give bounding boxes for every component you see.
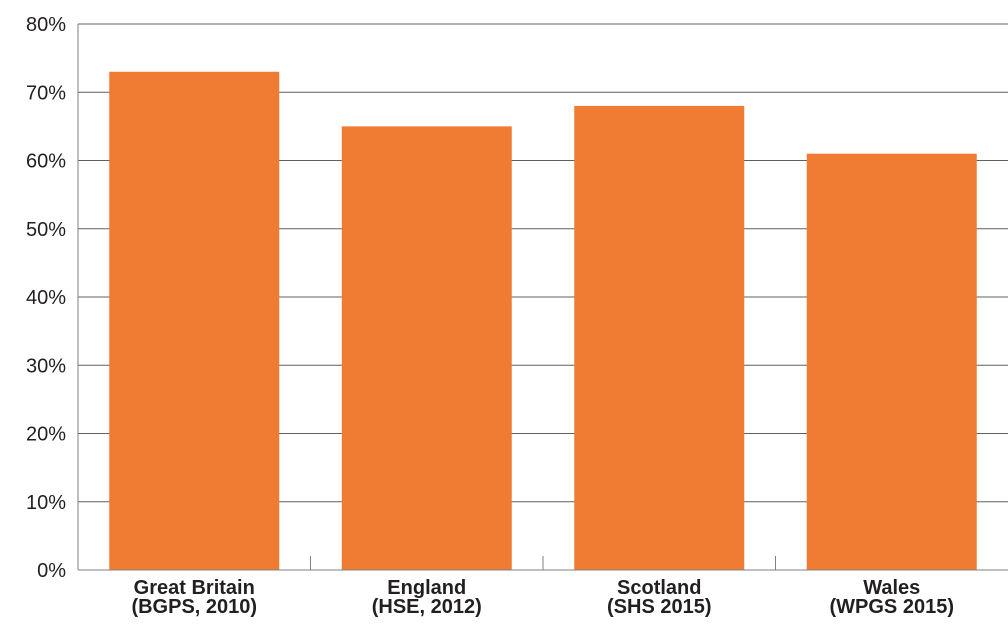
y-tick-label: 80% [26, 14, 66, 36]
x-tick-label: Scotland [617, 577, 701, 599]
x-tick-label: (BGPS, 2010) [131, 596, 257, 618]
x-tick-label: (HSE, 2012) [372, 596, 482, 618]
x-axis-tick-labels: Great Britain(BGPS, 2010) England(HSE, 20… [131, 577, 954, 618]
axes [77, 24, 1008, 571]
y-tick-label: 0% [37, 560, 66, 582]
y-tick-label: 30% [26, 355, 66, 377]
x-tick-label: Wales [863, 577, 920, 599]
x-tick-label: (SHS 2015) [607, 596, 712, 618]
y-axis-tick-labels: 0% 10% 20% 30% 40% 50% 60% 70% 80% [26, 14, 66, 582]
bars [109, 71, 977, 571]
y-tick-label: 20% [26, 424, 66, 446]
bar [341, 126, 512, 570]
y-tick-label: 50% [26, 219, 66, 241]
x-tick-label: Great Britain [134, 577, 255, 599]
x-tick-label: England [387, 577, 466, 599]
y-tick-label: 60% [26, 151, 66, 173]
bar [574, 105, 745, 571]
bar [109, 71, 280, 571]
y-tick-label: 10% [26, 492, 66, 514]
y-tick-label: 70% [26, 82, 66, 104]
bar [806, 153, 977, 571]
y-tick-label: 40% [26, 287, 66, 309]
x-tick-label: (WPGS 2015) [830, 596, 954, 618]
